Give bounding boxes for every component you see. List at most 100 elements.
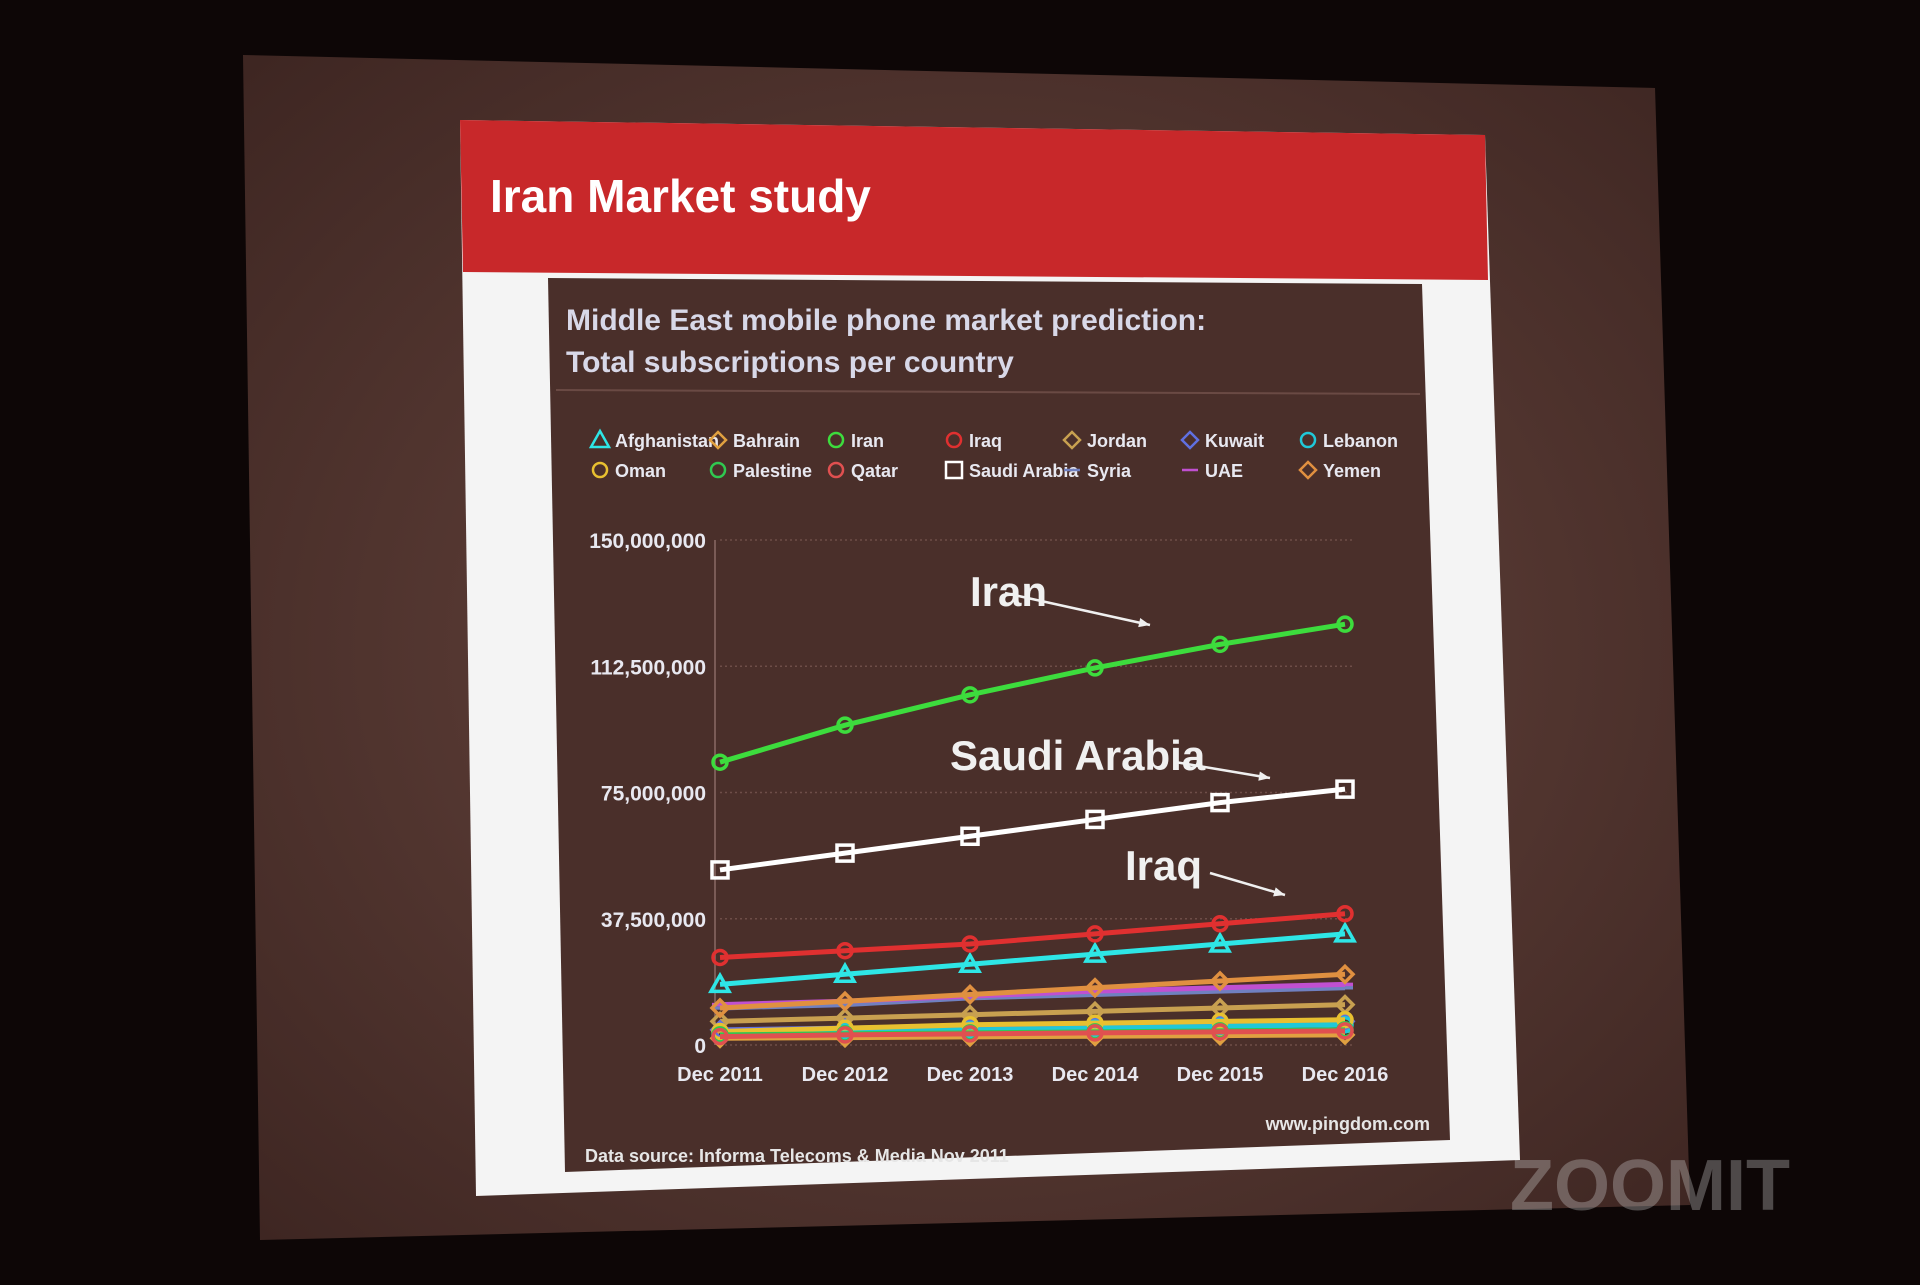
marker [1085, 809, 1105, 830]
line [719, 971, 1346, 1011]
line [719, 786, 1346, 873]
legend-item: Oman [591, 461, 666, 481]
legend-label: Bahrain [733, 431, 800, 451]
legend-swatch [827, 461, 845, 479]
marker [1084, 1000, 1106, 1022]
legend-swatch [1299, 431, 1317, 449]
legend-label: Kuwait [1205, 431, 1264, 451]
source: Data source: Informa Telecoms & Media No… [585, 1146, 1009, 1166]
line [719, 1032, 1346, 1041]
series [711, 1022, 1354, 1046]
slide-title: Iran Market study [490, 170, 871, 222]
series [710, 779, 1355, 880]
legend-label: Syria [1087, 461, 1132, 481]
plot: 0 37,500,000 75,000,000 112,500,000 150,000,… [588, 428, 1398, 1086]
chart-subtitle: Total subscriptions per country [566, 346, 1014, 379]
legend-item: Syria [1064, 461, 1132, 481]
marker [1084, 977, 1106, 999]
legend-label: Iran [851, 431, 884, 451]
marker [1336, 1011, 1354, 1029]
legend-swatch [945, 431, 963, 449]
legend-swatch [1298, 460, 1318, 480]
legend-item: Jordan [1062, 430, 1147, 451]
annotation-arrow [1174, 760, 1271, 780]
x-tick-label: Dec 2011 [677, 1064, 763, 1086]
series [711, 615, 1354, 771]
legend-swatch [708, 430, 728, 450]
annotation-arrow [1004, 591, 1151, 627]
arrow-head [1273, 887, 1285, 897]
y-tick-label: 150,000,000 [589, 530, 706, 553]
marker [1336, 615, 1354, 633]
line [719, 1002, 1346, 1024]
legend-label: Lebanon [1323, 431, 1398, 451]
line [719, 1017, 1346, 1035]
legend-swatch [591, 461, 609, 479]
marker [1208, 931, 1232, 953]
legend-item: Kuwait [1180, 430, 1264, 451]
x-tick-label: Dec 2013 [927, 1064, 1014, 1086]
legend-swatch [709, 461, 727, 479]
legend-item: Palestine [709, 461, 812, 481]
series [709, 963, 1356, 1019]
line [719, 621, 1346, 765]
legend-swatch [1062, 430, 1082, 450]
marker [1211, 635, 1229, 654]
legend-label: Iraq [969, 431, 1002, 451]
marker [833, 961, 857, 984]
marker [961, 686, 979, 704]
marker [1083, 941, 1107, 963]
legend-label: Yemen [1323, 461, 1381, 481]
legend-label: Qatar [851, 461, 898, 481]
marker [1209, 970, 1231, 992]
marker [711, 753, 729, 771]
legend-item: Saudi Arabia [944, 460, 1079, 481]
arrow-head [1138, 618, 1150, 628]
marker [711, 1027, 729, 1046]
legend-item: Qatar [827, 461, 898, 481]
legend-item: UAE [1182, 461, 1243, 481]
arrow-head [1258, 771, 1270, 781]
annotation: Saudi Arabia [950, 732, 1206, 779]
marker [709, 997, 731, 1019]
marker [836, 1026, 854, 1044]
marker [711, 948, 729, 967]
legend-label: Jordan [1087, 431, 1147, 451]
x-tick-label: Dec 2012 [802, 1064, 889, 1086]
chart-title: Middle East mobile phone market predicti… [566, 304, 1206, 337]
marker [1086, 659, 1104, 677]
marker [961, 1025, 979, 1043]
line [719, 931, 1346, 987]
legend-item: Bahrain [708, 430, 800, 451]
marker [836, 941, 854, 960]
y-tick-label: 0 [694, 1035, 706, 1058]
legend-item: Iraq [945, 431, 1002, 451]
marker [708, 971, 732, 994]
marker [1334, 963, 1356, 985]
series [708, 921, 1357, 994]
series [711, 904, 1354, 967]
legend-item: Lebanon [1299, 431, 1398, 451]
marker [1336, 904, 1354, 923]
marker [960, 826, 980, 847]
legend-swatch [588, 428, 612, 449]
line [719, 985, 1346, 1011]
y-tick-label: 75,000,000 [601, 783, 706, 806]
legend-swatch [1180, 430, 1200, 450]
marker [836, 716, 854, 734]
annotation: Iraq [1125, 842, 1202, 889]
legend-label: Saudi Arabia [969, 461, 1079, 481]
marker [1210, 792, 1230, 813]
legend-swatch [827, 431, 845, 449]
title-rule [555, 389, 1421, 395]
chart-panel [548, 278, 1450, 1172]
legend-label: UAE [1205, 461, 1243, 481]
legend-label: Afghanistan [615, 431, 719, 451]
marker [1211, 915, 1229, 933]
marker [1086, 1024, 1104, 1042]
credit: www.pingdom.com [1265, 1114, 1430, 1134]
line [719, 911, 1346, 960]
line [719, 1028, 1346, 1040]
marker [1211, 1023, 1229, 1041]
